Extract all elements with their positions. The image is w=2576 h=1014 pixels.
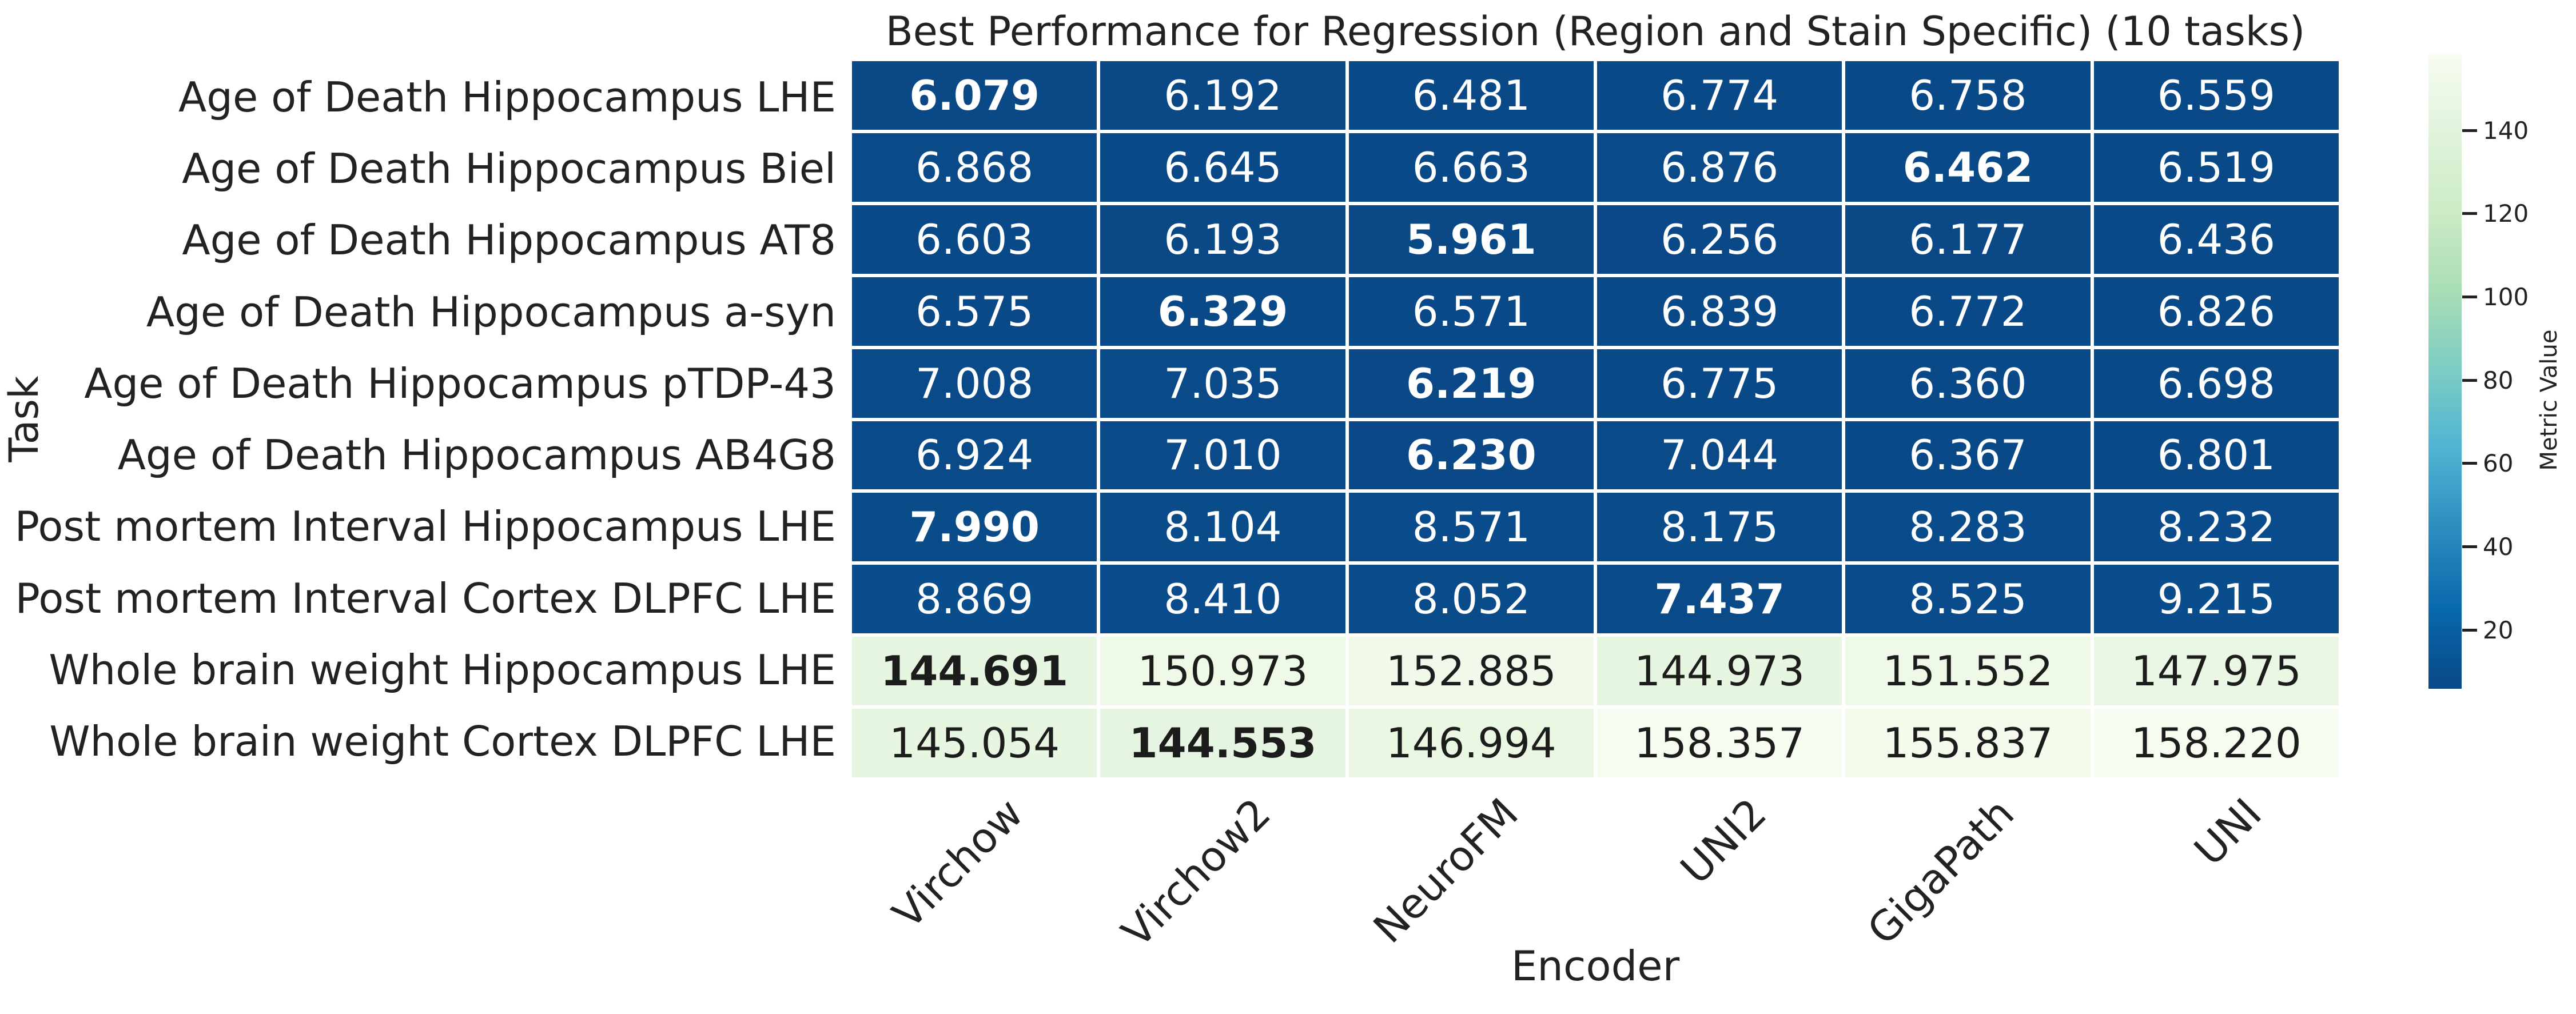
y-tick-label: Age of Death Hippocampus pTDP-43	[84, 359, 836, 408]
heatmap-cell: 6.839	[1597, 277, 1842, 346]
heatmap-cell: 6.367	[1845, 421, 2091, 490]
heatmap-cell: 158.357	[1597, 709, 1842, 777]
heatmap-cell: 7.008	[852, 349, 1097, 418]
heatmap-cell: 6.575	[852, 277, 1097, 346]
colorbar-tick-mark	[2462, 212, 2477, 215]
heatmap-cell: 8.525	[1845, 565, 2091, 634]
heatmap-cell: 151.552	[1845, 637, 2091, 706]
colorbar-tick-label: 20	[2483, 616, 2514, 644]
heatmap-cell: 6.193	[1100, 205, 1345, 274]
heatmap-cell: 145.054	[852, 709, 1097, 777]
colorbar-tick-mark	[2462, 628, 2477, 632]
heatmap-cell: 144.691	[852, 637, 1097, 706]
heatmap-cell: 144.553	[1100, 709, 1345, 777]
heatmap-cell: 6.079	[852, 61, 1097, 130]
heatmap-cell: 7.035	[1100, 349, 1345, 418]
heatmap-cell: 146.994	[1348, 709, 1594, 777]
heatmap-cell: 6.436	[2093, 205, 2339, 274]
heatmap-cell: 6.230	[1348, 421, 1594, 490]
heatmap-cell: 6.924	[852, 421, 1097, 490]
heatmap-cell: 8.571	[1348, 493, 1594, 562]
heatmap-cell: 8.104	[1100, 493, 1345, 562]
heatmap-cell: 6.801	[2093, 421, 2339, 490]
heatmap-cell: 6.481	[1348, 61, 1594, 130]
colorbar-tick-label: 40	[2483, 533, 2514, 561]
colorbar-tick-label: 120	[2483, 199, 2529, 228]
heatmap-cell: 8.232	[2093, 493, 2339, 562]
heatmap-cell: 152.885	[1348, 637, 1594, 706]
heatmap-cell: 6.868	[852, 133, 1097, 202]
heatmap-cell: 8.052	[1348, 565, 1594, 634]
heatmap-cell: 6.177	[1845, 205, 2091, 274]
heatmap-cell: 6.462	[1845, 133, 2091, 202]
colorbar-tick-mark	[2462, 462, 2477, 465]
colorbar-tick-mark	[2462, 129, 2477, 132]
x-axis-label: Encoder	[1511, 942, 1680, 990]
y-tick-label: Age of Death Hippocampus LHE	[178, 73, 836, 121]
y-tick-label: Age of Death Hippocampus AT8	[182, 216, 836, 265]
heatmap-cell: 150.973	[1100, 637, 1345, 706]
y-tick-label: Whole brain weight Hippocampus LHE	[49, 646, 836, 694]
heatmap-cell: 8.410	[1100, 565, 1345, 634]
heatmap-cell: 6.603	[852, 205, 1097, 274]
heatmap-cell: 6.329	[1100, 277, 1345, 346]
colorbar-gradient	[2428, 54, 2462, 689]
heatmap-cell: 6.256	[1597, 205, 1842, 274]
heatmap-cell: 6.192	[1100, 61, 1345, 130]
heatmap-cell: 6.571	[1348, 277, 1594, 346]
heatmap-cell: 6.826	[2093, 277, 2339, 346]
heatmap-cell: 147.975	[2093, 637, 2339, 706]
heatmap-cell: 8.283	[1845, 493, 2091, 562]
heatmap-cell: 158.220	[2093, 709, 2339, 777]
y-tick-label: Age of Death Hippocampus AB4G8	[117, 431, 836, 480]
y-tick-label: Whole brain weight Cortex DLPFC LHE	[49, 717, 836, 766]
heatmap-cell: 7.044	[1597, 421, 1842, 490]
chart-title: Best Performance for Regression (Region …	[885, 8, 2306, 55]
heatmap-cell: 8.869	[852, 565, 1097, 634]
colorbar-tick-label: 60	[2483, 449, 2514, 478]
heatmap-cell: 7.010	[1100, 421, 1345, 490]
y-tick-label: Post mortem Interval Hippocampus LHE	[14, 502, 836, 551]
y-tick-label: Age of Death Hippocampus Biel	[182, 144, 836, 193]
heatmap-cell: 8.175	[1597, 493, 1842, 562]
heatmap-cell: 6.663	[1348, 133, 1594, 202]
heatmap-cell: 9.215	[2093, 565, 2339, 634]
heatmap-cell: 6.559	[2093, 61, 2339, 130]
colorbar-tick-mark	[2462, 378, 2477, 382]
colorbar-label: Metric Value	[2536, 329, 2562, 471]
colorbar-tick-label: 140	[2483, 116, 2529, 145]
heatmap-cell: 7.990	[852, 493, 1097, 562]
heatmap-cell: 144.973	[1597, 637, 1842, 706]
heatmap-grid: 6.079 6.192 6.481 6.774 6.758 6.559 6.868 6.645…	[852, 61, 2339, 777]
heatmap-cell: 6.698	[2093, 349, 2339, 418]
y-tick-label: Age of Death Hippocampus a-syn	[146, 288, 836, 336]
heatmap-cell: 6.876	[1597, 133, 1842, 202]
heatmap-cell: 6.774	[1597, 61, 1842, 130]
y-tick-label: Post mortem Interval Cortex DLPFC LHE	[15, 574, 836, 622]
heatmap-cell: 6.645	[1100, 133, 1345, 202]
heatmap-cell: 6.758	[1845, 61, 2091, 130]
heatmap-cell: 6.360	[1845, 349, 2091, 418]
colorbar-tick-label: 80	[2483, 366, 2514, 394]
heatmap-cell: 6.772	[1845, 277, 2091, 346]
heatmap-cell: 7.437	[1597, 565, 1842, 634]
heatmap-cell: 6.219	[1348, 349, 1594, 418]
heatmap-cell: 5.961	[1348, 205, 1594, 274]
heatmap-cell: 155.837	[1845, 709, 2091, 777]
colorbar-tick-label: 100	[2483, 283, 2529, 312]
heatmap-cell: 6.775	[1597, 349, 1842, 418]
heatmap-cell: 6.519	[2093, 133, 2339, 202]
colorbar-tick-mark	[2462, 545, 2477, 549]
colorbar-tick-mark	[2462, 296, 2477, 299]
